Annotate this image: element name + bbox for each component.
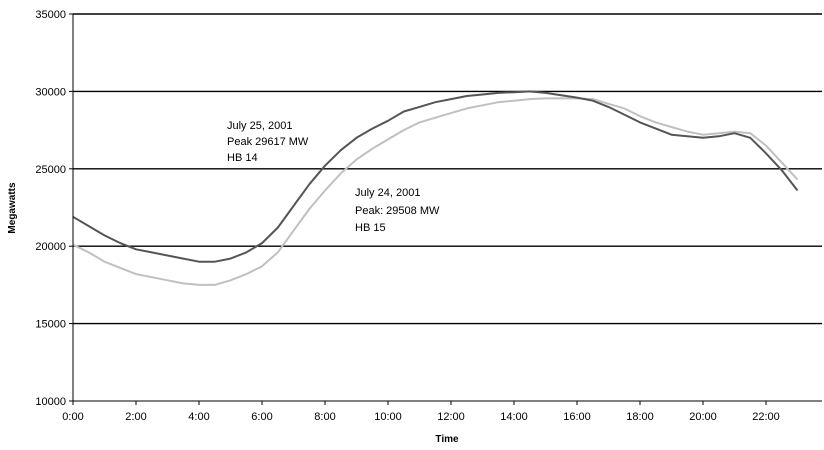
- axes: [72, 14, 822, 402]
- x-tick-4:00: 4:00: [188, 411, 209, 423]
- series-line-0: [72, 90, 799, 263]
- y-tick-labels: 10000 15000 20000 25000 30000 35000: [35, 9, 73, 408]
- x-tick-2:00: 2:00: [125, 411, 146, 423]
- x-tick-8:00: 8:00: [314, 411, 335, 423]
- x-tick-6:00: 6:00: [251, 411, 272, 423]
- series-layer: [72, 90, 799, 286]
- y-axis-title: Megawatts: [7, 182, 18, 234]
- x-tick-0:00: 0:00: [62, 411, 83, 423]
- x-tick-10:00: 10:00: [374, 411, 402, 423]
- x-tick-22:00: 22:00: [752, 411, 780, 423]
- y-tick-25000: 25000: [35, 164, 66, 176]
- x-tick-16:00: 16:00: [563, 411, 591, 423]
- x-tick-14:00: 14:00: [500, 411, 528, 423]
- annotation-july-25-peak: Peak 29617 MW: [227, 136, 309, 148]
- y-tick-35000: 35000: [35, 9, 66, 21]
- annotation-july-24-date: July 24, 2001: [355, 187, 420, 199]
- annotation-july-25-date: July 25, 2001: [227, 120, 292, 132]
- x-axis-title: Time: [435, 434, 459, 445]
- annotation-july-25-hb: HB 14: [227, 152, 258, 164]
- x-tick-18:00: 18:00: [626, 411, 654, 423]
- annotation-july-24-peak: Peak: 29508 MW: [355, 205, 440, 217]
- y-tick-20000: 20000: [35, 241, 66, 253]
- annotation-july-24-hb: HB 15: [355, 222, 386, 234]
- annotation-july-24: July 24, 2001 Peak: 29508 MW HB 15: [355, 187, 440, 234]
- gridlines: [73, 13, 822, 325]
- annotation-july-25: July 25, 2001 Peak 29617 MW HB 14: [227, 120, 309, 164]
- y-tick-15000: 15000: [35, 319, 66, 331]
- x-tick-20:00: 20:00: [689, 411, 717, 423]
- x-tick-labels: 0:00 2:00 4:00 6:00 8:00 10:00 12:00 14:00 16:00…: [62, 401, 780, 423]
- y-tick-10000: 10000: [35, 396, 66, 408]
- y-tick-30000: 30000: [35, 86, 66, 98]
- series-line-1: [72, 97, 799, 286]
- x-tick-12:00: 12:00: [437, 411, 465, 423]
